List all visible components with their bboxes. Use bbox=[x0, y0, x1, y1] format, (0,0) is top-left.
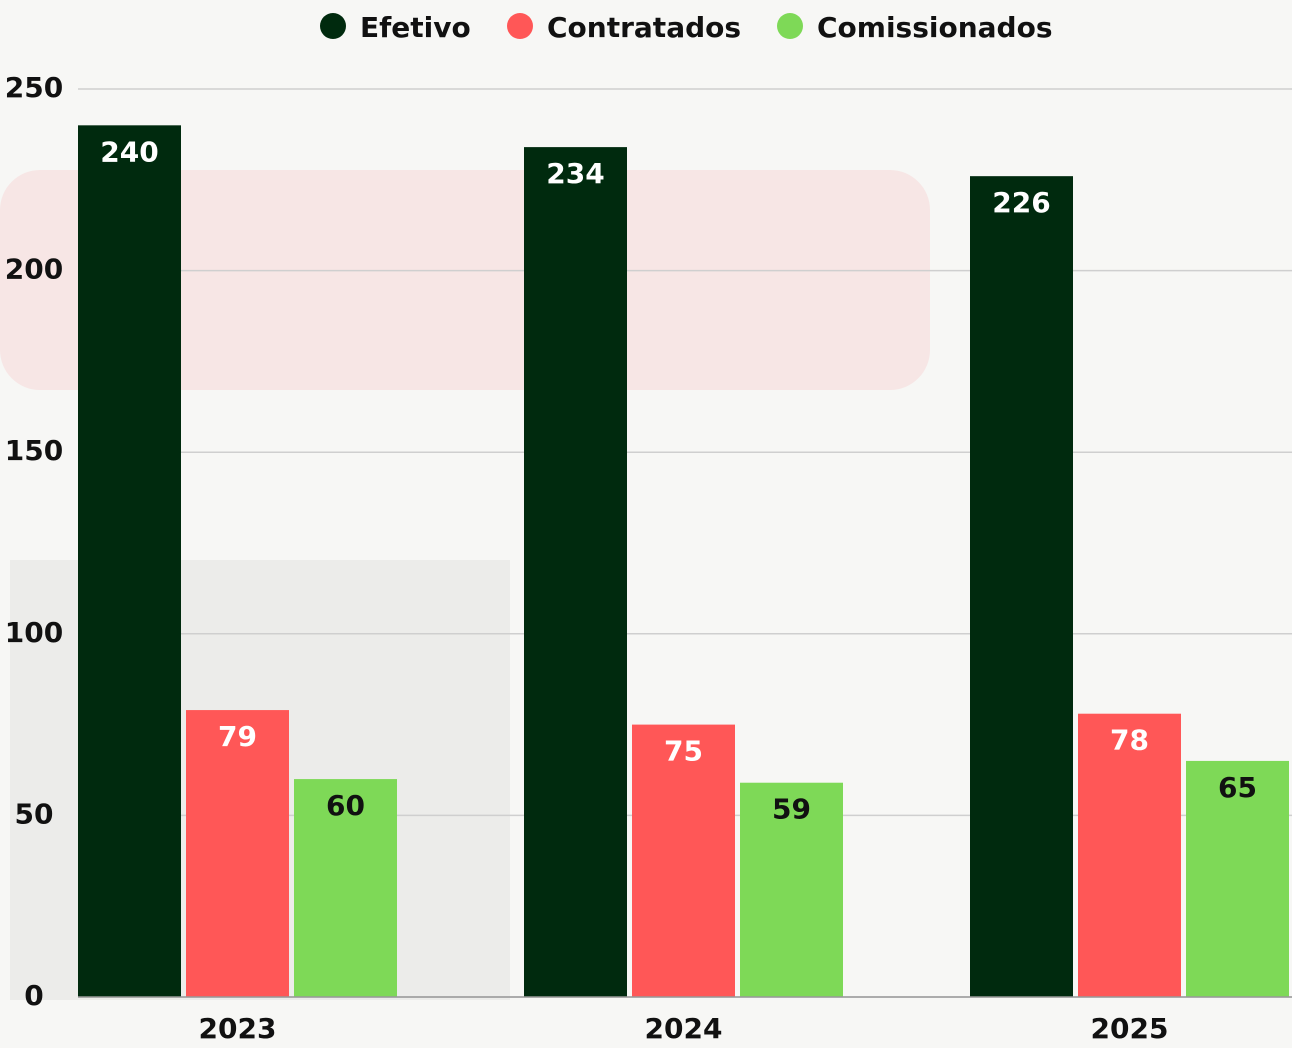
bar bbox=[186, 710, 289, 997]
legend-swatch bbox=[320, 13, 346, 39]
data-label: 234 bbox=[546, 157, 604, 190]
chart: 0 50 100 150 200 250 Efetivo Contratados Comissi… bbox=[0, 0, 1292, 1048]
data-label: 59 bbox=[772, 793, 811, 826]
data-label: 78 bbox=[1110, 724, 1149, 757]
x-tick-label: 2025 bbox=[1091, 1012, 1169, 1045]
x-tick-label: 2024 bbox=[645, 1012, 723, 1045]
legend-swatch bbox=[507, 13, 533, 39]
bar bbox=[524, 147, 627, 997]
legend-label: Contratados bbox=[547, 11, 741, 44]
legend-swatch bbox=[777, 13, 803, 39]
data-label: 60 bbox=[326, 789, 365, 822]
bar bbox=[970, 176, 1073, 997]
y-tick-label: 0 bbox=[24, 979, 43, 1012]
y-tick-label: 150 bbox=[5, 434, 63, 467]
legend-label: Comissionados bbox=[817, 11, 1053, 44]
x-tick-label: 2023 bbox=[199, 1012, 277, 1045]
y-tick-label: 50 bbox=[15, 797, 54, 830]
data-label: 240 bbox=[100, 135, 158, 168]
y-tick-label: 200 bbox=[5, 253, 63, 286]
legend-label: Efetivo bbox=[360, 11, 471, 44]
data-label: 79 bbox=[218, 720, 257, 753]
data-label: 65 bbox=[1218, 771, 1257, 804]
bar bbox=[78, 125, 181, 997]
y-tick-label: 250 bbox=[5, 71, 63, 104]
data-label: 75 bbox=[664, 735, 703, 768]
data-label: 226 bbox=[992, 186, 1050, 219]
y-tick-label: 100 bbox=[5, 616, 63, 649]
